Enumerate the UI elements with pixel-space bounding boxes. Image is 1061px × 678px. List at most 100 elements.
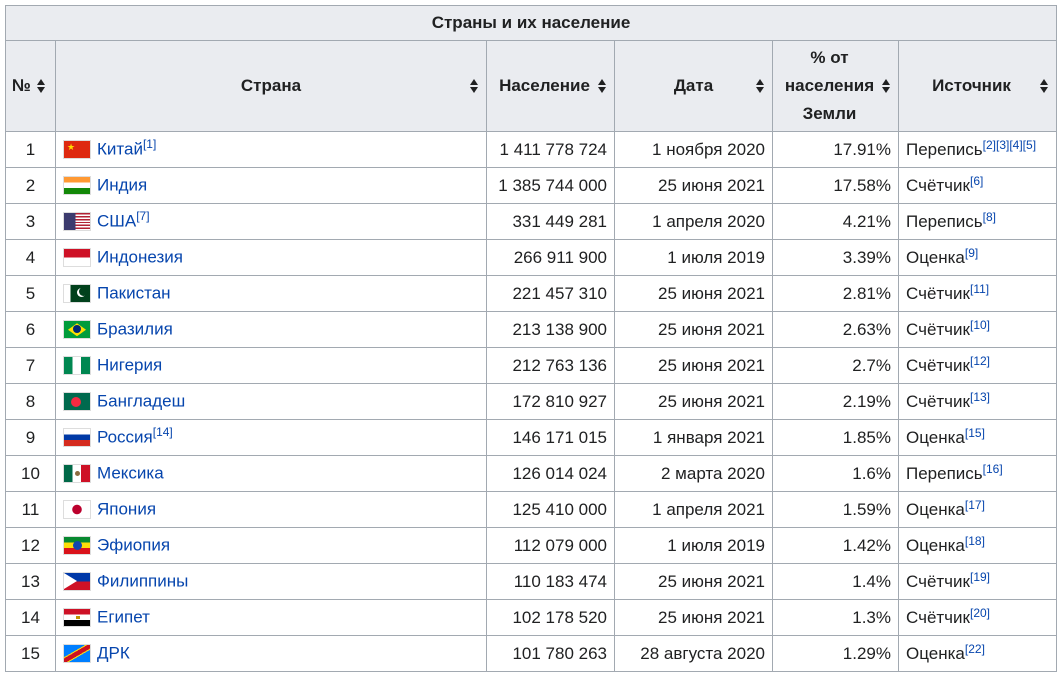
- percent-value: 1.29%: [772, 635, 899, 672]
- population-value: 213 138 900: [486, 311, 615, 348]
- population-value: 101 780 263: [486, 635, 615, 672]
- brazil-flag-icon[interactable]: [63, 320, 91, 340]
- header-number[interactable]: №: [5, 40, 56, 132]
- reference-link[interactable]: [16]: [982, 461, 1003, 476]
- row-number: 7: [5, 347, 56, 384]
- country-link[interactable]: Индонезия: [97, 247, 183, 267]
- sort-icon[interactable]: [37, 79, 45, 93]
- date-value: 25 июня 2021: [614, 383, 773, 420]
- header-date[interactable]: Дата: [614, 40, 773, 132]
- reference-link[interactable]: [14]: [152, 425, 173, 440]
- country-link[interactable]: Бразилия: [97, 319, 173, 339]
- country-cell: Египет: [55, 599, 487, 636]
- population-value: 172 810 927: [486, 383, 615, 420]
- reference-link[interactable]: [6]: [969, 173, 984, 188]
- source-type: Перепись: [906, 211, 983, 231]
- country-link[interactable]: Бангладеш: [97, 391, 186, 411]
- population-value: 125 410 000: [486, 491, 615, 528]
- japan-flag-icon[interactable]: [63, 500, 91, 520]
- header-percent-label: % от населения Земли: [785, 44, 874, 128]
- date-value: 28 августа 2020: [614, 635, 773, 672]
- pakistan-flag-icon[interactable]: [63, 284, 91, 304]
- header-country-label: Страна: [240, 76, 302, 96]
- population-value: 102 178 520: [486, 599, 615, 636]
- header-country[interactable]: Страна: [55, 40, 487, 132]
- egypt-flag-icon[interactable]: [63, 608, 91, 628]
- source-cell: Оценка[17]: [898, 491, 1057, 528]
- country-link[interactable]: Пакистан: [97, 283, 171, 303]
- table-title: Страны и их население: [5, 5, 1057, 41]
- percent-value: 2.63%: [772, 311, 899, 348]
- sort-icon[interactable]: [598, 79, 606, 93]
- country-link[interactable]: Китай: [97, 139, 143, 159]
- table-row: 11 Япония 125 410 000 1 апреля 2021 1.59% Оце…: [5, 491, 1057, 528]
- source-cell: Перепись[16]: [898, 455, 1057, 492]
- reference-link[interactable]: [9]: [964, 245, 979, 260]
- date-value: 1 апреля 2021: [614, 491, 773, 528]
- country-link[interactable]: ДРК: [97, 643, 130, 663]
- reference-link[interactable]: [22]: [964, 641, 985, 656]
- bangladesh-flag-icon[interactable]: [63, 392, 91, 412]
- country-link[interactable]: Нигерия: [97, 355, 163, 375]
- reference-link[interactable]: [11]: [969, 281, 990, 296]
- source-cell: Счётчик[20]: [898, 599, 1057, 636]
- table-row: 7 Нигерия 212 763 136 25 июня 2021 2.7% Счётч…: [5, 347, 1057, 384]
- source-cell: Перепись[8]: [898, 203, 1057, 240]
- mexico-flag-icon[interactable]: [63, 464, 91, 484]
- reference-link[interactable]: [12]: [969, 353, 990, 368]
- population-value: 331 449 281: [486, 203, 615, 240]
- sort-icon[interactable]: [756, 79, 764, 93]
- population-value: 146 171 015: [486, 419, 615, 456]
- header-source[interactable]: Источник: [898, 40, 1057, 132]
- sort-icon[interactable]: [1040, 79, 1048, 93]
- ethiopia-flag-icon[interactable]: [63, 536, 91, 556]
- reference-link[interactable]: [8]: [982, 209, 996, 224]
- reference-link[interactable]: [19]: [969, 569, 990, 584]
- india-flag-icon[interactable]: [63, 176, 91, 196]
- country-link[interactable]: Россия: [97, 427, 153, 447]
- percent-value: 4.21%: [772, 203, 899, 240]
- header-population[interactable]: Население: [486, 40, 615, 132]
- russia-flag-icon[interactable]: [63, 428, 91, 448]
- country-cell: Бразилия: [55, 311, 487, 348]
- header-percent-line3: Земли: [802, 104, 857, 123]
- row-number: 5: [5, 275, 56, 312]
- row-number: 3: [5, 203, 56, 240]
- reference-link[interactable]: [15]: [964, 425, 985, 440]
- percent-value: 2.81%: [772, 275, 899, 312]
- date-value: 2 марта 2020: [614, 455, 773, 492]
- header-date-label: Дата: [673, 76, 714, 96]
- reference-link[interactable]: [10]: [969, 317, 990, 332]
- reference-link[interactable]: [20]: [969, 605, 990, 620]
- china-flag-icon[interactable]: ★: [63, 140, 91, 160]
- indonesia-flag-icon[interactable]: [63, 248, 91, 268]
- country-link[interactable]: США: [97, 211, 137, 231]
- country-link[interactable]: Мексика: [97, 463, 164, 483]
- usa-flag-icon[interactable]: [63, 212, 91, 232]
- date-value: 1 июля 2019: [614, 239, 773, 276]
- country-link[interactable]: Египет: [97, 607, 150, 627]
- drc-flag-icon[interactable]: [63, 644, 91, 664]
- header-source-label: Источник: [932, 76, 1011, 96]
- header-percent[interactable]: % от населения Земли: [772, 40, 899, 132]
- source-type: Оценка: [906, 499, 965, 519]
- reference-link[interactable]: [2][3][4][5]: [982, 137, 1037, 152]
- nigeria-flag-icon[interactable]: [63, 356, 91, 376]
- sort-icon[interactable]: [470, 79, 478, 93]
- country-link[interactable]: Эфиопия: [97, 535, 171, 555]
- philippines-flag-icon[interactable]: [63, 572, 91, 592]
- header-population-label: Население: [499, 76, 590, 96]
- country-link[interactable]: Филиппины: [97, 571, 189, 591]
- percent-value: 17.58%: [772, 167, 899, 204]
- table-row: 3 США[7] 331 449 281 1 апреля 2020 4.21% Пере…: [5, 203, 1057, 240]
- percent-value: 1.4%: [772, 563, 899, 600]
- reference-link[interactable]: [13]: [969, 389, 990, 404]
- reference-link[interactable]: [1]: [142, 137, 157, 152]
- reference-link[interactable]: [17]: [964, 497, 985, 512]
- table-row: 14 Египет 102 178 520 25 июня 2021 1.3% Счётч…: [5, 599, 1057, 636]
- reference-link[interactable]: [7]: [136, 209, 150, 224]
- reference-link[interactable]: [18]: [964, 533, 985, 548]
- sort-icon[interactable]: [882, 79, 890, 93]
- country-link[interactable]: Индия: [97, 175, 148, 195]
- country-link[interactable]: Япония: [97, 499, 157, 519]
